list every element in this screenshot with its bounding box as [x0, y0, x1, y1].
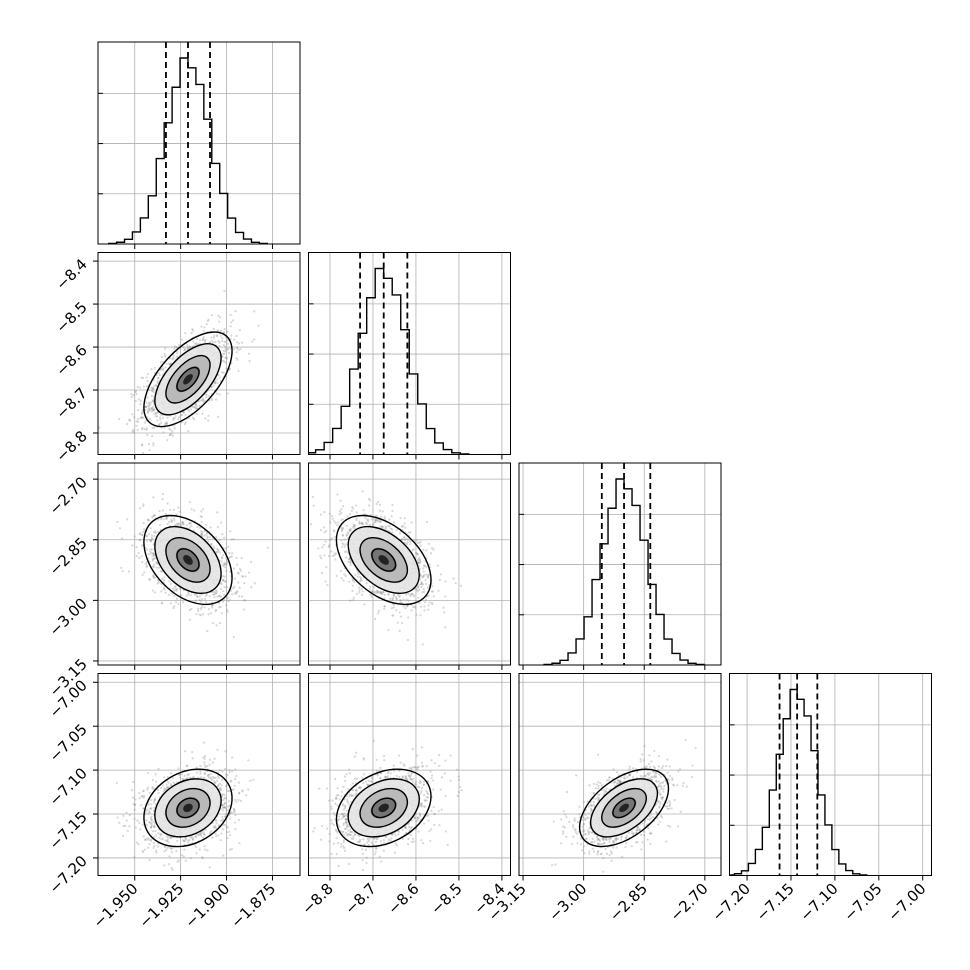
panel-1-0: −8.8 −8.7 −8.6 −8.5 −8.4	[52, 252, 301, 466]
contour-1-0-1	[165, 354, 211, 404]
xtick-label-3-0: −7.20	[709, 880, 754, 925]
xtick-label-2-2: −2.85	[606, 880, 651, 925]
xtick-label-0-1: −1.925	[135, 880, 187, 932]
panel-2-2	[518, 462, 722, 670]
contour-2-0-1	[165, 537, 211, 583]
density-2-1-3	[378, 555, 389, 565]
contour-2-0-3	[143, 514, 233, 606]
contour-3-0-1	[165, 787, 211, 828]
xtick-label-2-3: −2.70	[666, 880, 711, 925]
xtick-label-3-1: −7.15	[753, 880, 798, 925]
contour-3-2-3	[578, 768, 670, 848]
ytick-label-3-1: −7.15	[46, 808, 91, 853]
contour-2-1-1	[359, 537, 409, 583]
panel-frame-1-1	[308, 252, 511, 455]
panel-0-0	[97, 41, 301, 249]
xtick-label-3-2: −7.10	[796, 880, 841, 925]
density-1-0-3	[183, 374, 193, 385]
xtick-label-2-1: −3.00	[545, 880, 590, 925]
panel-frame-3-2	[518, 673, 722, 876]
xtick-label-1-0: −8.8	[298, 880, 336, 918]
panel-3-2: −3.15 −3.00 −2.85 −2.70	[485, 673, 722, 925]
panel-frame-3-3	[729, 673, 932, 876]
ytick-label-1-0: −8.8	[52, 427, 90, 465]
xtick-label-0-2: −1.900	[181, 880, 233, 932]
panel-frame-2-2	[518, 462, 722, 666]
contour-3-1-2	[347, 778, 420, 838]
contour-1-0-0	[176, 366, 200, 392]
ytick-label-1-3: −8.5	[52, 298, 90, 336]
contour-3-0-0	[176, 797, 200, 819]
contour-3-0-3	[143, 768, 233, 848]
xtick-label-1-3: −8.5	[427, 880, 465, 918]
panel-2-0: −3.15−3.00−2.85−2.70	[46, 462, 301, 700]
density-3-0-3	[183, 803, 193, 813]
density-3-1-3	[378, 803, 389, 813]
panel-3-0: −7.20−7.15−7.10−7.05−7.00−1.950−1.925−1.…	[46, 673, 301, 932]
contour-2-0-2	[154, 525, 222, 594]
ytick-label-1-1: −8.7	[52, 384, 90, 422]
contour-3-1-1	[359, 787, 409, 828]
xtick-label-1-1: −8.7	[341, 880, 379, 918]
panel-frame-1-0	[97, 252, 301, 455]
xtick-label-0-3: −1.875	[227, 880, 279, 932]
contour-3-1-3	[335, 768, 432, 848]
density-3-2-3	[619, 803, 629, 813]
panel-frame-2-0	[97, 462, 301, 666]
contour-2-1-0	[371, 548, 397, 572]
panel-frame-3-0	[97, 673, 301, 876]
ytick-label-3-2: −7.10	[46, 764, 91, 809]
xtick-label-1-2: −8.6	[384, 880, 422, 918]
ytick-label-2-1: −3.00	[46, 594, 91, 639]
panel-1-1	[308, 252, 511, 460]
panel-3-1: −8.8 −8.7 −8.6 −8.5 −8.4	[298, 673, 511, 918]
xtick-label-3-3: −7.05	[840, 880, 885, 925]
ytick-label-3-3: −7.05	[46, 720, 91, 765]
xtick-label-3-4: −7.00	[884, 880, 929, 925]
contour-3-2-0	[612, 797, 636, 819]
ytick-label-2-3: −2.70	[46, 473, 91, 518]
contour-2-0-0	[176, 548, 200, 572]
ytick-label-1-4: −8.4	[52, 255, 90, 293]
contour-3-2-2	[590, 778, 659, 838]
contour-2-1-3	[335, 514, 432, 606]
panel-2-1	[308, 462, 511, 670]
xtick-label-0-0: −1.950	[90, 880, 142, 932]
panel-frame-2-1	[308, 462, 511, 666]
contour-1-0-3	[143, 331, 233, 428]
panel-frame-0-0	[97, 41, 301, 245]
panel-3-3: −7.20−7.15−7.10−7.05−7.00	[709, 673, 932, 925]
contour-3-0-2	[154, 778, 222, 838]
ytick-label-2-2: −2.85	[46, 534, 91, 579]
contour-3-2-1	[601, 787, 647, 828]
density-2-0-3	[183, 555, 193, 565]
panel-frame-3-1	[308, 673, 511, 876]
contour-3-1-0	[371, 797, 397, 819]
contour-1-0-2	[154, 343, 222, 416]
ytick-label-1-2: −8.6	[52, 341, 90, 379]
contour-2-1-2	[347, 525, 420, 594]
ytick-label-3-0: −7.20	[46, 852, 91, 897]
